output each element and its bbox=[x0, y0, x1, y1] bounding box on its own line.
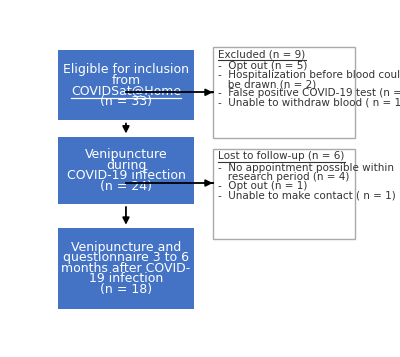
Text: research period (n = 4): research period (n = 4) bbox=[218, 172, 350, 182]
Text: be drawn (n = 2): be drawn (n = 2) bbox=[218, 79, 316, 89]
Text: Lost to follow-up (n = 6): Lost to follow-up (n = 6) bbox=[218, 151, 345, 161]
Text: COVID-19 infection: COVID-19 infection bbox=[66, 169, 185, 182]
Text: 19 infection: 19 infection bbox=[89, 272, 163, 285]
Text: COVIDSat@Home: COVIDSat@Home bbox=[71, 84, 181, 97]
Text: from: from bbox=[111, 74, 140, 87]
Text: -  Hospitalization before blood could: - Hospitalization before blood could bbox=[218, 70, 400, 80]
Text: Venipuncture: Venipuncture bbox=[85, 149, 167, 161]
Text: -  Opt out (n = 1): - Opt out (n = 1) bbox=[218, 181, 308, 191]
Text: (n = 24): (n = 24) bbox=[100, 180, 152, 193]
FancyBboxPatch shape bbox=[58, 50, 194, 121]
Text: Excluded (n = 9): Excluded (n = 9) bbox=[218, 50, 306, 60]
Text: Venipuncture and: Venipuncture and bbox=[71, 241, 181, 254]
Text: (n = 33): (n = 33) bbox=[100, 95, 152, 107]
Text: -  Unable to make contact ( n = 1): - Unable to make contact ( n = 1) bbox=[218, 190, 396, 200]
Text: -  False positive COVID-19 test (n = 1): - False positive COVID-19 test (n = 1) bbox=[218, 89, 400, 99]
FancyBboxPatch shape bbox=[213, 47, 355, 138]
Text: during: during bbox=[106, 159, 146, 172]
Text: months after COVID-: months after COVID- bbox=[61, 262, 190, 275]
Text: (n = 18): (n = 18) bbox=[100, 283, 152, 296]
Text: -  Unable to withdraw blood ( n = 1): - Unable to withdraw blood ( n = 1) bbox=[218, 97, 400, 107]
Text: -  No appointment possible within: - No appointment possible within bbox=[218, 163, 394, 173]
Text: -  Opt out (n = 5): - Opt out (n = 5) bbox=[218, 61, 308, 71]
FancyBboxPatch shape bbox=[213, 149, 355, 240]
FancyBboxPatch shape bbox=[58, 228, 194, 309]
Text: Eligible for inclusion: Eligible for inclusion bbox=[63, 63, 189, 76]
FancyBboxPatch shape bbox=[58, 137, 194, 204]
Text: questionnaire 3 to 6: questionnaire 3 to 6 bbox=[63, 251, 189, 264]
